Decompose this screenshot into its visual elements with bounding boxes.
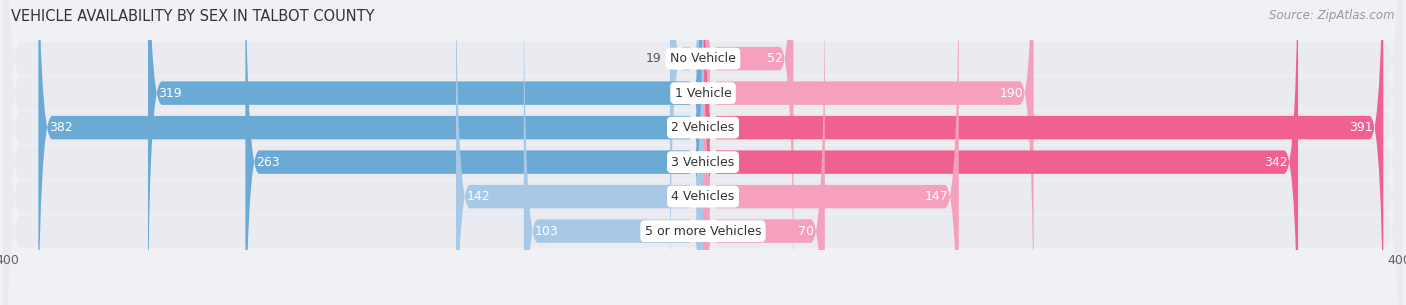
FancyBboxPatch shape: [703, 0, 793, 305]
Text: 190: 190: [1000, 87, 1024, 100]
FancyBboxPatch shape: [524, 0, 703, 305]
FancyBboxPatch shape: [669, 0, 703, 305]
Text: 19: 19: [645, 52, 661, 65]
Text: 3 Vehicles: 3 Vehicles: [672, 156, 734, 169]
FancyBboxPatch shape: [456, 0, 703, 305]
Text: No Vehicle: No Vehicle: [671, 52, 735, 65]
Text: 391: 391: [1350, 121, 1372, 134]
Text: 52: 52: [768, 52, 783, 65]
Text: 319: 319: [159, 87, 181, 100]
Text: 4 Vehicles: 4 Vehicles: [672, 190, 734, 203]
Text: 142: 142: [467, 190, 491, 203]
FancyBboxPatch shape: [4, 0, 1402, 305]
Text: 342: 342: [1264, 156, 1288, 169]
Text: 2 Vehicles: 2 Vehicles: [672, 121, 734, 134]
Text: 263: 263: [256, 156, 280, 169]
Text: 1 Vehicle: 1 Vehicle: [675, 87, 731, 100]
FancyBboxPatch shape: [703, 0, 959, 305]
FancyBboxPatch shape: [4, 0, 1402, 305]
Text: 103: 103: [534, 224, 558, 238]
Text: VEHICLE AVAILABILITY BY SEX IN TALBOT COUNTY: VEHICLE AVAILABILITY BY SEX IN TALBOT CO…: [11, 9, 375, 24]
FancyBboxPatch shape: [703, 0, 825, 305]
FancyBboxPatch shape: [4, 0, 1402, 305]
Text: 70: 70: [799, 224, 814, 238]
FancyBboxPatch shape: [703, 0, 1384, 305]
FancyBboxPatch shape: [4, 0, 1402, 305]
Text: 382: 382: [49, 121, 73, 134]
FancyBboxPatch shape: [703, 0, 1033, 305]
FancyBboxPatch shape: [4, 0, 1402, 305]
Text: Source: ZipAtlas.com: Source: ZipAtlas.com: [1270, 9, 1395, 22]
Text: 147: 147: [925, 190, 948, 203]
Text: 5 or more Vehicles: 5 or more Vehicles: [645, 224, 761, 238]
FancyBboxPatch shape: [4, 0, 1402, 305]
FancyBboxPatch shape: [703, 0, 1298, 305]
FancyBboxPatch shape: [246, 0, 703, 305]
FancyBboxPatch shape: [38, 0, 703, 305]
FancyBboxPatch shape: [148, 0, 703, 305]
